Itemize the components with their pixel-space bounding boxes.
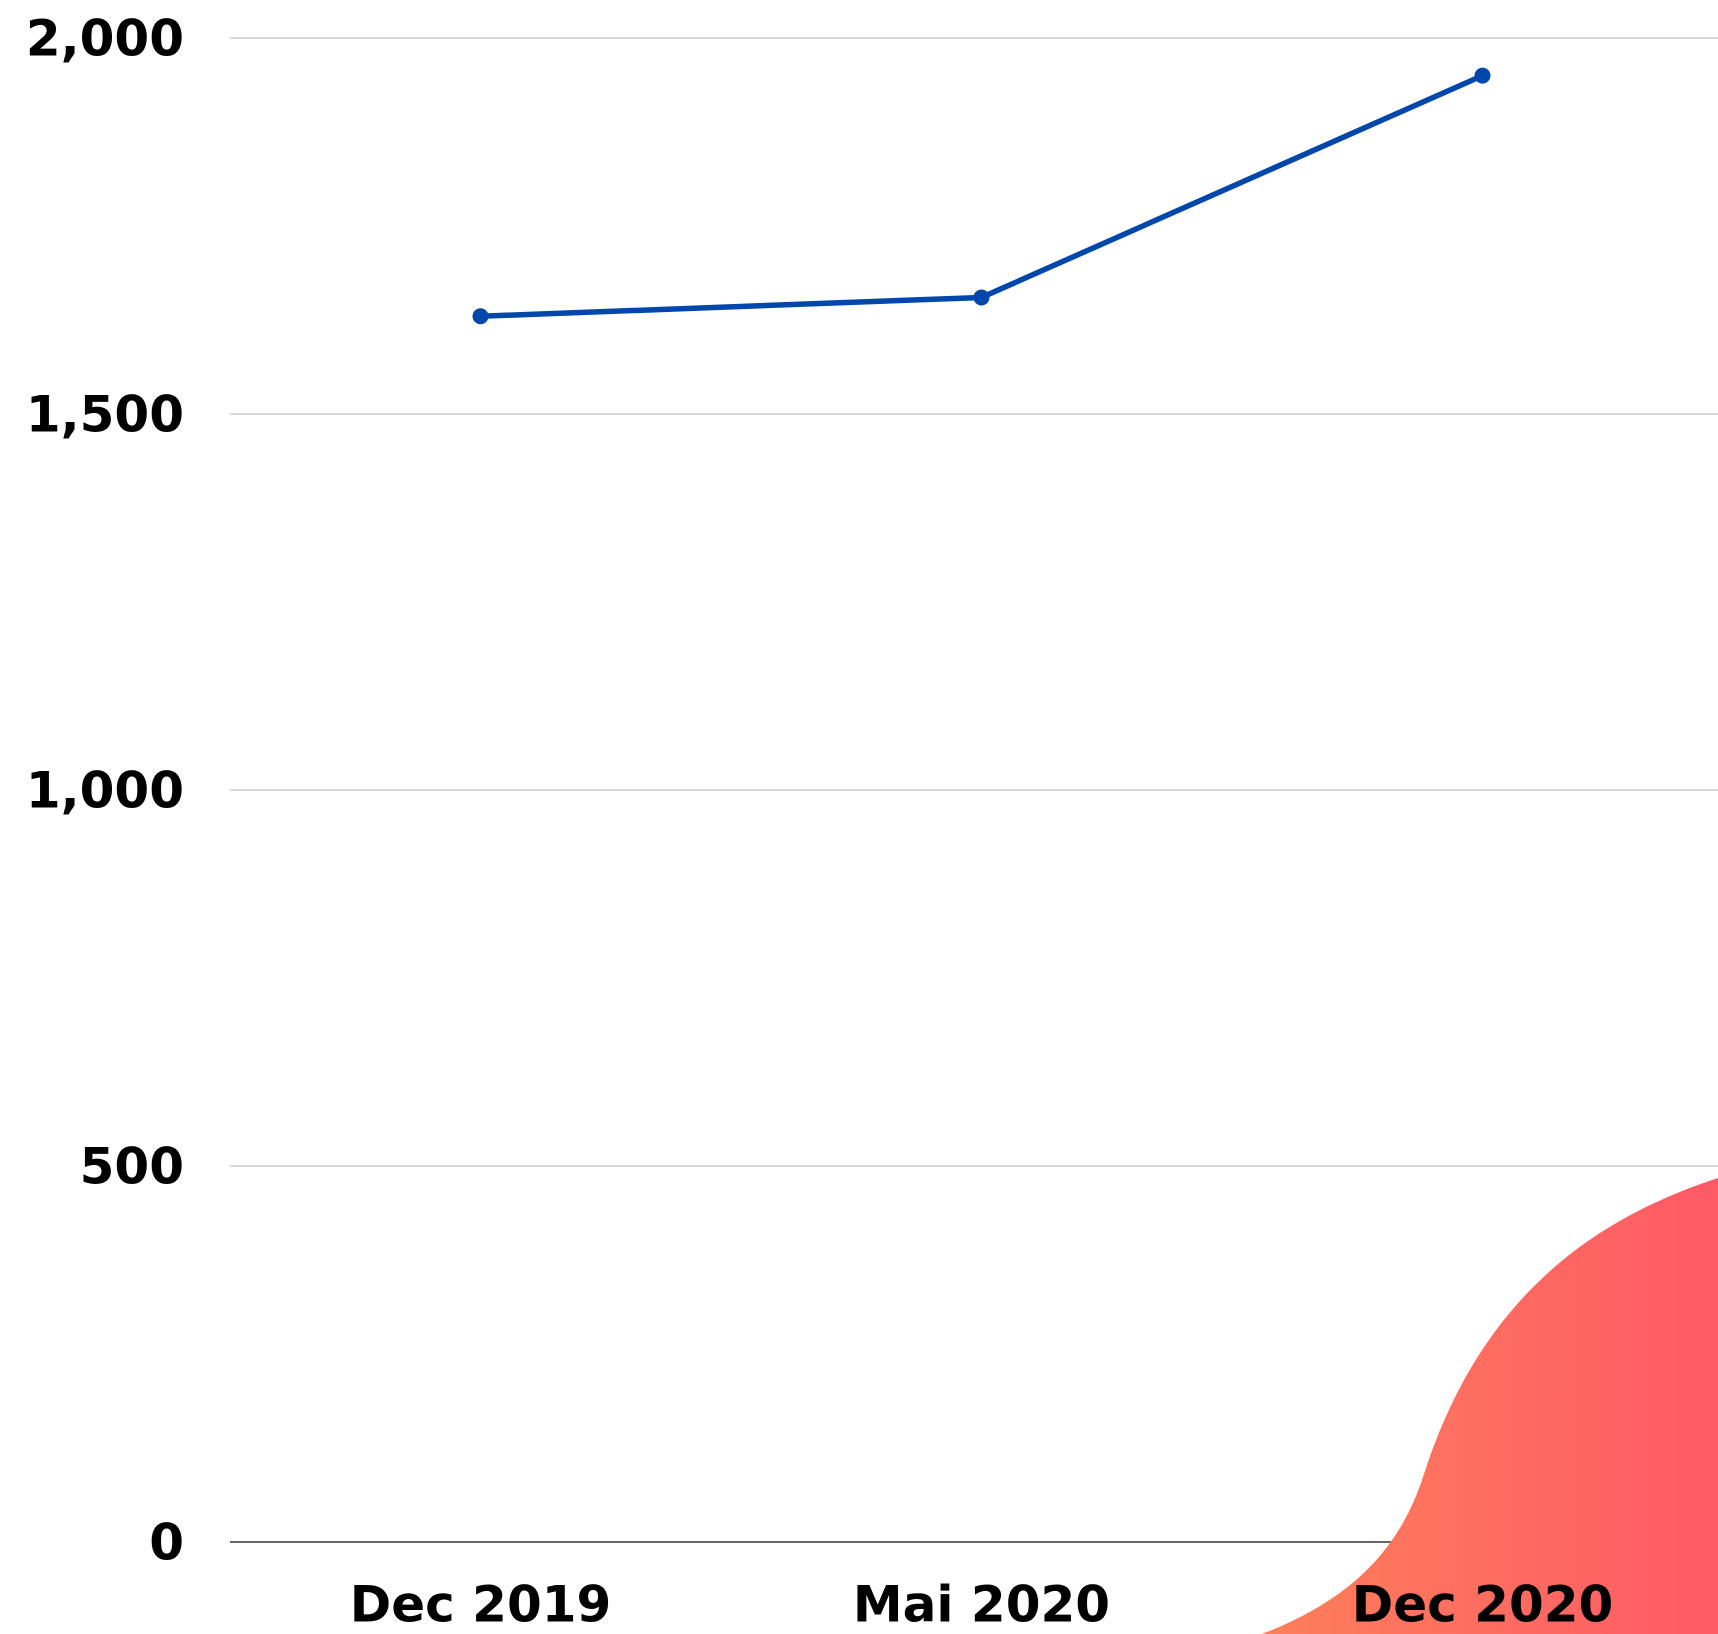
y-tick-label: 2,000 (26, 10, 184, 68)
y-tick-label: 1,000 (26, 762, 184, 820)
point (473, 308, 489, 324)
point (974, 289, 990, 305)
y-tick-label: 0 (149, 1514, 184, 1572)
line (481, 76, 1483, 317)
chart: 0 500 1,000 1,500 2,000 Dec 2019 Mai 2020 Dec 2… (0, 0, 1718, 1634)
x-tick-label: Dec 2019 (350, 1576, 612, 1634)
y-tick-label: 500 (80, 1138, 184, 1196)
x-tick-label: Dec 2020 (1352, 1576, 1614, 1634)
decoration-blob (1262, 1178, 1718, 1634)
x-tick-label: Mai 2020 (853, 1576, 1110, 1634)
y-tick-label: 1,500 (26, 386, 184, 444)
point (1475, 68, 1491, 84)
